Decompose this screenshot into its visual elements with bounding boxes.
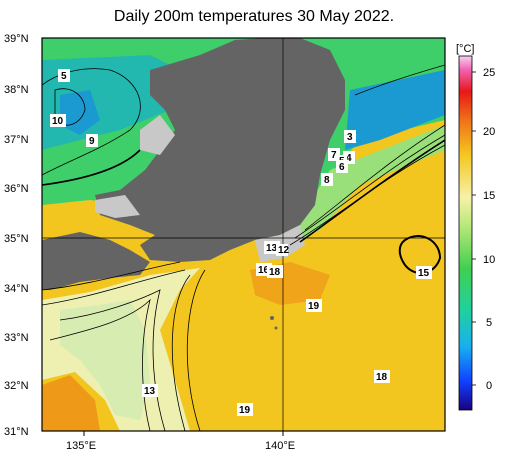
lat-label: 33°N [4, 332, 29, 344]
colorbar-tick: 10 [483, 254, 495, 266]
lat-label: 34°N [4, 283, 29, 295]
island-izu-1 [270, 316, 274, 320]
contour-label: 3 [347, 132, 353, 143]
contour-label: 9 [89, 136, 95, 147]
contour-label: 8 [324, 175, 330, 186]
front-band [295, 125, 445, 240]
contour-label: 12 [278, 245, 290, 256]
contour-label: 6 [339, 162, 345, 173]
lat-label: 39°N [4, 33, 29, 45]
lat-label: 38°N [4, 84, 29, 96]
warm-patch-sw [42, 375, 100, 431]
contour-label: 4 [346, 153, 352, 164]
latitude-axis: 39°N 38°N 37°N 36°N 35°N 34°N 33°N 32°N … [4, 33, 29, 438]
colorbar-scale [458, 55, 473, 411]
cool-core [60, 300, 150, 420]
map-frame [41, 37, 446, 432]
contour-label: 19 [239, 405, 251, 416]
contour-label: 5 [61, 71, 67, 82]
lat-label: 31°N [4, 426, 29, 438]
map-title: Daily 200m temperatures 30 May 2022. [113, 8, 395, 25]
colorbar-tick: 20 [483, 126, 495, 138]
contour-label: 13 [144, 386, 156, 397]
lat-label: 36°N [4, 183, 29, 195]
contour-label: 16 [258, 265, 270, 276]
lat-label: 35°N [4, 233, 29, 245]
cold-core-10 [60, 90, 100, 135]
contour-label: 15 [418, 268, 430, 279]
shelf-wakasa [95, 195, 140, 218]
colorbar-tick: 0 [486, 380, 492, 392]
colorbar-tick: 15 [483, 190, 495, 202]
lon-label: 140°E [265, 440, 295, 452]
contour-label-group: 5 10 9 3 4 7 5 6 8 13 12 16 18 15 19 13 … [50, 69, 432, 416]
lon-label: 135°E [66, 440, 96, 452]
contour-label: 13 [266, 243, 278, 254]
colorbar-unit: [°C] [456, 43, 474, 55]
colorbar-tick: 5 [486, 317, 492, 329]
island-izu-2 [274, 326, 278, 330]
contour-label: 7 [331, 150, 337, 161]
land-honshu [95, 38, 345, 262]
lat-label: 37°N [4, 134, 29, 146]
contour-label: 19 [308, 301, 320, 312]
contour-label: 18 [269, 267, 281, 278]
isotherm-bold-east [299, 139, 445, 243]
lat-label: 32°N [4, 380, 29, 392]
isotherm-bold-west [42, 149, 141, 186]
contour-label: 18 [376, 372, 388, 383]
contour-label: 10 [52, 116, 64, 127]
longitude-axis: 135°E 140°E [66, 431, 295, 452]
map-area: 5 10 9 3 4 7 5 6 8 13 12 16 18 15 19 13 … [42, 38, 445, 431]
shelf-noto [140, 115, 175, 155]
land-kyushu-edge [42, 258, 75, 288]
cold-pool-east [345, 70, 445, 150]
colorbar: [°C] 25 20 15 10 5 0 [456, 43, 495, 411]
colorbar-tick: 25 [483, 67, 495, 79]
